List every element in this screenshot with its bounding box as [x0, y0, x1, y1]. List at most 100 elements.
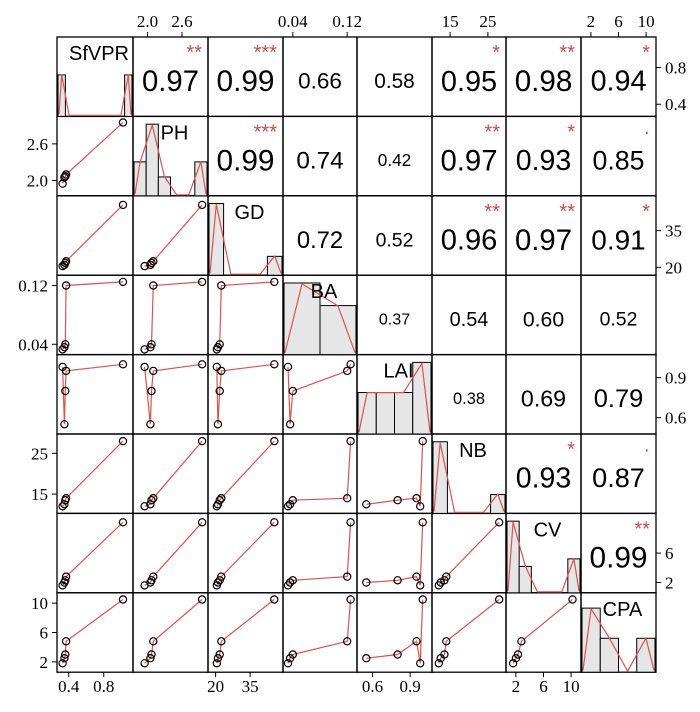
point-LAI-BA-0	[283, 362, 293, 372]
point-CPA-GD-4	[270, 595, 279, 604]
point-BA-PH-4	[197, 277, 207, 287]
tick-label-x-GD-0: 20	[207, 677, 224, 696]
tick-label-y-GD-1: 20	[665, 258, 682, 277]
corr-value-3-5: 0.54	[450, 309, 489, 331]
point-LAI-BA-4	[346, 360, 355, 369]
smoother-CPA-SfVPR	[62, 599, 124, 664]
tick-label-y-CV-0: 6	[665, 544, 674, 563]
point-BA-PH-2	[147, 340, 156, 349]
smoother-GD-PH	[144, 204, 203, 267]
point-CV-BA-4	[346, 518, 355, 527]
point-CPA-PH-4	[197, 595, 207, 604]
corr-value-0-5: 0.95	[441, 66, 497, 98]
smoother-CPA-GD	[216, 599, 275, 664]
tick-label-x-CV-1: 6	[539, 677, 548, 696]
smoother-CV-PH	[144, 521, 203, 586]
point-LAI-BA-1	[285, 420, 295, 429]
point-CV-LAI-1	[362, 578, 371, 587]
point-CV-NB-3	[442, 572, 451, 581]
corr-value-1-4: 0.42	[378, 150, 411, 170]
point-CV-SfVPR-2	[61, 576, 70, 585]
point-NB-SfVPR-1	[60, 500, 69, 509]
panel-CPA-SfVPR	[56, 592, 134, 673]
point-CV-NB-4	[495, 518, 504, 527]
panel-GD-PH	[132, 195, 209, 276]
panel-LAI-PH	[132, 353, 209, 435]
corr-value-5-7: 0.87	[592, 462, 645, 493]
point-CV-BA-3	[343, 572, 352, 581]
point-NB-LAI-2	[393, 496, 402, 505]
point-CPA-SfVPR-4	[118, 595, 128, 604]
corr-value-1-2: 0.99	[217, 145, 275, 178]
tick-label-y-CPA-1: 6	[40, 624, 49, 643]
smoother-BA-SfVPR	[62, 281, 124, 350]
point-CV-SfVPR-3	[61, 572, 71, 581]
tick-label-y-SfVPR-1: 0.4	[665, 95, 687, 114]
smoother-GD-SfVPR	[62, 204, 124, 267]
point-CV-LAI-4	[418, 518, 427, 527]
hist-bar-PH-2	[157, 176, 171, 197]
var-label-BA: BA	[311, 281, 338, 303]
smoother-NB-SfVPR	[62, 440, 124, 507]
density-CPA	[582, 608, 655, 672]
smoother-CV-NB	[438, 521, 500, 586]
point-GD-PH-4	[197, 200, 207, 210]
tick-label-x-BA-0: 0.04	[278, 12, 308, 31]
density-PH	[134, 124, 207, 196]
corr-value-0-2: 0.99	[217, 65, 275, 98]
point-BA-GD-3	[217, 281, 226, 290]
var-label-CV: CV	[534, 519, 562, 541]
corr-value-2-5: 0.96	[441, 225, 498, 257]
point-BA-SfVPR-4	[118, 277, 128, 287]
point-CPA-PH-0	[140, 659, 149, 668]
panel-BA-PH	[132, 274, 209, 356]
point-BA-SfVPR-3	[61, 281, 71, 290]
point-NB-PH-3	[149, 494, 158, 503]
var-label-LAI: LAI	[383, 361, 413, 383]
point-CPA-BA-3	[343, 637, 352, 646]
signif-stars-2-6: **	[559, 201, 575, 223]
point-LAI-SfVPR-4	[118, 360, 128, 369]
corr-value-2-7: 0.91	[591, 224, 646, 255]
point-LAI-PH-4	[197, 360, 207, 369]
var-label-PH: PH	[161, 122, 189, 144]
corr-value-3-7: 0.52	[600, 309, 638, 331]
point-CV-LAI-3	[412, 572, 421, 581]
tick-label-x-CPA-0: 2	[587, 12, 596, 31]
point-NB-GD-2	[215, 496, 224, 505]
point-CV-GD-2	[215, 576, 224, 585]
point-CPA-NB-3	[442, 637, 451, 646]
point-PH-SfVPR-4	[118, 118, 128, 127]
tick-label-x-CV-0: 2	[512, 677, 521, 696]
hist-bar-CPA-0	[581, 607, 601, 673]
tick-label-y-SfVPR-0: 0.8	[665, 59, 686, 78]
point-GD-SfVPR-4	[118, 200, 128, 210]
tick-label-x-GD-1: 35	[242, 677, 259, 696]
point-GD-PH-0	[140, 261, 149, 271]
var-label-CPA: CPA	[603, 599, 643, 621]
point-CPA-NB-4	[495, 595, 504, 604]
corr-value-6-7: 0.99	[590, 542, 648, 575]
hist-bar-CV-1	[518, 565, 532, 594]
point-CV-BA-1	[285, 578, 295, 587]
signif-stars-0-5: *	[492, 42, 500, 64]
var-label-NB: NB	[459, 440, 487, 462]
point-CPA-LAI-2	[393, 650, 402, 659]
point-NB-SfVPR-4	[118, 436, 128, 446]
point-LAI-SfVPR-1	[60, 420, 69, 429]
point-BA-GD-2	[215, 340, 224, 349]
signif-stars-0-7: *	[642, 42, 650, 64]
point-CPA-BA-4	[346, 595, 355, 604]
point-CPA-GD-3	[217, 637, 226, 646]
point-GD-PH-3	[149, 257, 158, 266]
point-BA-SfVPR-0	[58, 345, 67, 354]
point-NB-LAI-1	[362, 500, 371, 509]
point-NB-LAI-3	[412, 494, 421, 503]
point-CPA-NB-0	[434, 659, 443, 668]
point-CV-GD-3	[217, 572, 226, 581]
var-label-SfVPR: SfVPR	[69, 43, 129, 65]
point-NB-BA-4	[346, 436, 355, 446]
point-CPA-CV-4	[568, 595, 577, 604]
tick-label-y-CV-1: 2	[665, 573, 674, 592]
point-CV-BA-2	[288, 576, 297, 585]
